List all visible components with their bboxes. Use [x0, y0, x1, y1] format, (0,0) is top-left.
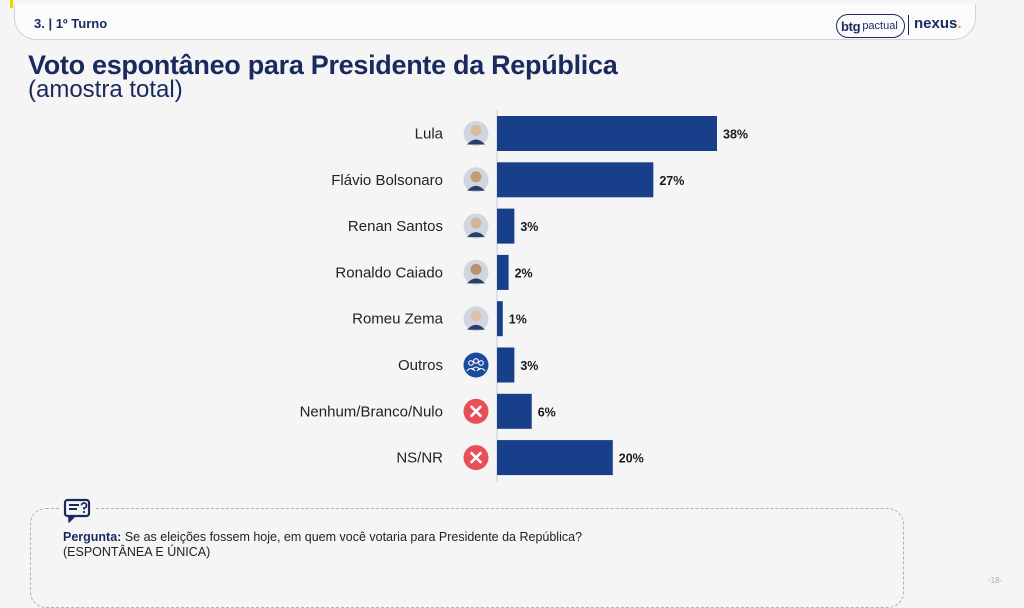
section-label: 3. | 1º Turno — [34, 16, 108, 31]
bar — [497, 393, 532, 429]
logo-nexus-dot: . — [957, 15, 962, 32]
chart-subtitle: (amostra total) — [28, 76, 183, 103]
bar — [497, 116, 717, 151]
question-line: Pergunta: Se as eleições fossem hoje, em… — [63, 530, 582, 545]
bar — [497, 254, 509, 290]
category-label: Flávio Bolsonaro — [331, 172, 443, 189]
avatar-icon — [463, 167, 489, 193]
data-label: 20% — [619, 452, 644, 466]
category-label: Romeu Zema — [352, 311, 444, 328]
avatar-icon — [463, 306, 489, 332]
page-number: -18- — [988, 576, 1003, 585]
avatar-icon — [463, 259, 489, 285]
category-label: NS/NR — [396, 450, 443, 467]
bar — [497, 347, 515, 383]
header-bar — [14, 4, 976, 40]
bar — [497, 162, 654, 198]
data-label: 6% — [538, 405, 556, 419]
category-label: Outros — [398, 357, 443, 374]
bar — [497, 440, 613, 476]
bar — [497, 208, 515, 244]
data-label: 27% — [659, 174, 684, 188]
logo-divider — [908, 15, 909, 35]
category-label: Nenhum/Branco/Nulo — [300, 403, 443, 420]
avatar-icon — [463, 121, 489, 146]
btg-pactual-logo: btg pactual — [836, 14, 905, 38]
accent-marker — [10, 0, 13, 8]
category-label: Ronaldo Caiado — [335, 264, 443, 281]
question-text: Pergunta: Se as eleições fossem hoje, em… — [63, 530, 582, 560]
data-label: 38% — [723, 128, 748, 142]
avatar-icon — [463, 213, 489, 239]
data-label: 2% — [515, 266, 533, 280]
logo-btg-text: btg — [841, 18, 861, 34]
bar-chart: Lula 38% Flávio Bolsonaro 27% Renan Santos 3%… — [300, 110, 748, 483]
cross-icon — [463, 398, 489, 424]
data-label: 3% — [520, 220, 538, 234]
logo-nexus-text: nexus — [914, 15, 958, 32]
category-label: Lula — [415, 126, 444, 143]
question-note: (ESPONTÂNEA E ÚNICA) — [63, 545, 211, 559]
question-label: Pergunta: — [63, 530, 122, 544]
chart-title: Voto espontâneo para Presidente da Repúb… — [28, 50, 618, 80]
data-label: 3% — [520, 359, 538, 373]
data-label: 1% — [509, 313, 527, 327]
group-icon — [463, 352, 489, 378]
logo-pactual-text: pactual — [862, 20, 898, 32]
question-body: Se as eleições fossem hoje, em quem você… — [121, 530, 583, 544]
bar — [497, 301, 503, 337]
nexus-logo: nexus. — [914, 15, 962, 32]
speech-bubble-icon — [60, 496, 96, 526]
category-label: Renan Santos — [348, 218, 443, 235]
cross-icon — [463, 445, 489, 471]
